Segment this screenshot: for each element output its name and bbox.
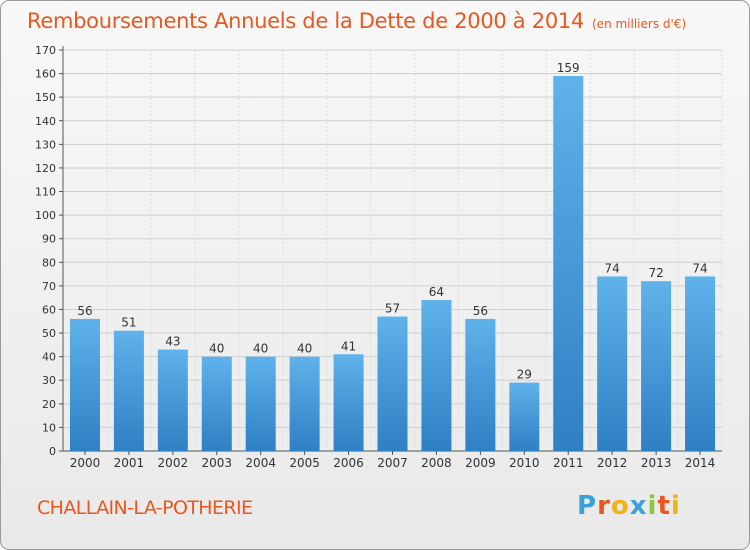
bar-2009 <box>465 318 496 451</box>
y-tick-label: 140 <box>35 115 56 128</box>
y-tick-label: 80 <box>42 256 56 269</box>
bar-2014 <box>685 276 716 451</box>
data-label-2009: 56 <box>473 304 488 318</box>
y-tick-label: 10 <box>42 421 56 434</box>
x-tick-label: 2001 <box>114 456 145 470</box>
bar-2001 <box>113 330 144 451</box>
chart-title: Remboursements Annuels de la Dette de 20… <box>27 9 686 33</box>
data-label-2002: 43 <box>165 335 180 349</box>
x-tick-label: 2008 <box>421 456 452 470</box>
y-tick-label: 120 <box>35 162 56 175</box>
x-tick-label: 2002 <box>158 456 189 470</box>
x-tick-label: 2011 <box>553 456 584 470</box>
data-label-2011: 159 <box>557 61 580 75</box>
chart-title-text: Remboursements Annuels de la Dette de 20… <box>27 9 584 33</box>
x-tick-label: 2010 <box>509 456 540 470</box>
y-tick-label: 160 <box>35 68 56 81</box>
bar-2008 <box>421 300 452 451</box>
y-tick-label: 100 <box>35 209 56 222</box>
x-tick-label: 2006 <box>333 456 364 470</box>
bar-2013 <box>641 281 672 451</box>
data-label-2010: 29 <box>517 368 532 382</box>
bar-2010 <box>509 382 540 451</box>
y-tick-label: 20 <box>42 398 56 411</box>
data-label-2004: 40 <box>253 342 268 356</box>
data-label-2008: 64 <box>429 285 444 299</box>
logo-letter: i <box>670 491 681 521</box>
logo-letter: o <box>610 491 630 521</box>
y-tick-label: 30 <box>42 374 56 387</box>
y-tick-label: 110 <box>35 186 56 199</box>
data-label-2006: 41 <box>341 339 356 353</box>
y-tick-label: 0 <box>49 445 56 458</box>
data-label-2013: 72 <box>648 266 663 280</box>
data-label-2005: 40 <box>297 342 312 356</box>
data-labels: 56 51 43 40 40 40 41 57 64 56 29 159 74 72 74 <box>77 61 707 382</box>
bar-2006 <box>333 354 364 451</box>
bar-2011 <box>553 75 584 452</box>
x-tick-label: 2012 <box>597 456 628 470</box>
x-tick-label: 2009 <box>465 456 496 470</box>
x-tick-label: 2000 <box>70 456 101 470</box>
y-tick-label: 90 <box>42 233 56 246</box>
axes: 0 10 20 30 40 50 60 70 80 90 100 110 120 130 140 150 160… <box>35 44 722 470</box>
y-tick-label: 40 <box>42 351 56 364</box>
logo-letter: x <box>629 491 648 521</box>
bar-2000 <box>69 318 100 451</box>
commune-name: CHALLAIN-LA-POTHERIE <box>37 497 253 519</box>
bar-2007 <box>377 316 408 451</box>
bar-2005 <box>289 356 320 451</box>
data-label-2003: 40 <box>209 342 224 356</box>
y-tick-label: 130 <box>35 138 56 151</box>
y-tick-label: 70 <box>42 280 56 293</box>
proxiti-logo: Proxiti <box>577 491 681 521</box>
chart-subtitle: (en milliers d'€) <box>592 17 687 31</box>
bars <box>69 75 716 452</box>
y-tick-label: 170 <box>35 44 56 57</box>
bar-2003 <box>201 356 232 451</box>
logo-letter: t <box>657 491 671 521</box>
data-label-2007: 57 <box>385 302 400 316</box>
bar-2002 <box>157 349 188 451</box>
x-tick-label: 2004 <box>245 456 276 470</box>
x-tick-label: 2014 <box>685 456 716 470</box>
logo-letter: i <box>647 491 658 521</box>
bar-2004 <box>245 356 276 451</box>
logo-letter: P <box>577 491 598 521</box>
x-tick-label: 2003 <box>201 456 232 470</box>
data-label-2014: 74 <box>692 261 707 275</box>
y-tick-label: 150 <box>35 91 56 104</box>
y-tick-label: 60 <box>42 303 56 316</box>
data-label-2001: 51 <box>121 316 136 330</box>
x-tick-label: 2005 <box>289 456 320 470</box>
y-tick-label: 50 <box>42 327 56 340</box>
logo-letter: r <box>597 491 611 521</box>
data-label-2012: 74 <box>605 261 620 275</box>
x-tick-label: 2013 <box>641 456 672 470</box>
x-tick-label: 2007 <box>377 456 408 470</box>
data-label-2000: 56 <box>77 304 92 318</box>
bar-2012 <box>597 276 628 451</box>
